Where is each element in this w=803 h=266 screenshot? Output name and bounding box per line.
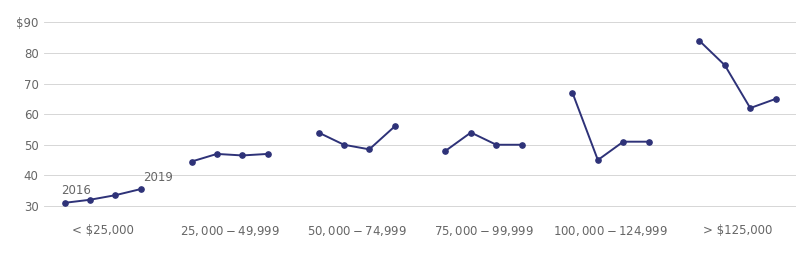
Text: 2016: 2016 [61, 184, 91, 197]
Text: 2019: 2019 [143, 171, 173, 184]
